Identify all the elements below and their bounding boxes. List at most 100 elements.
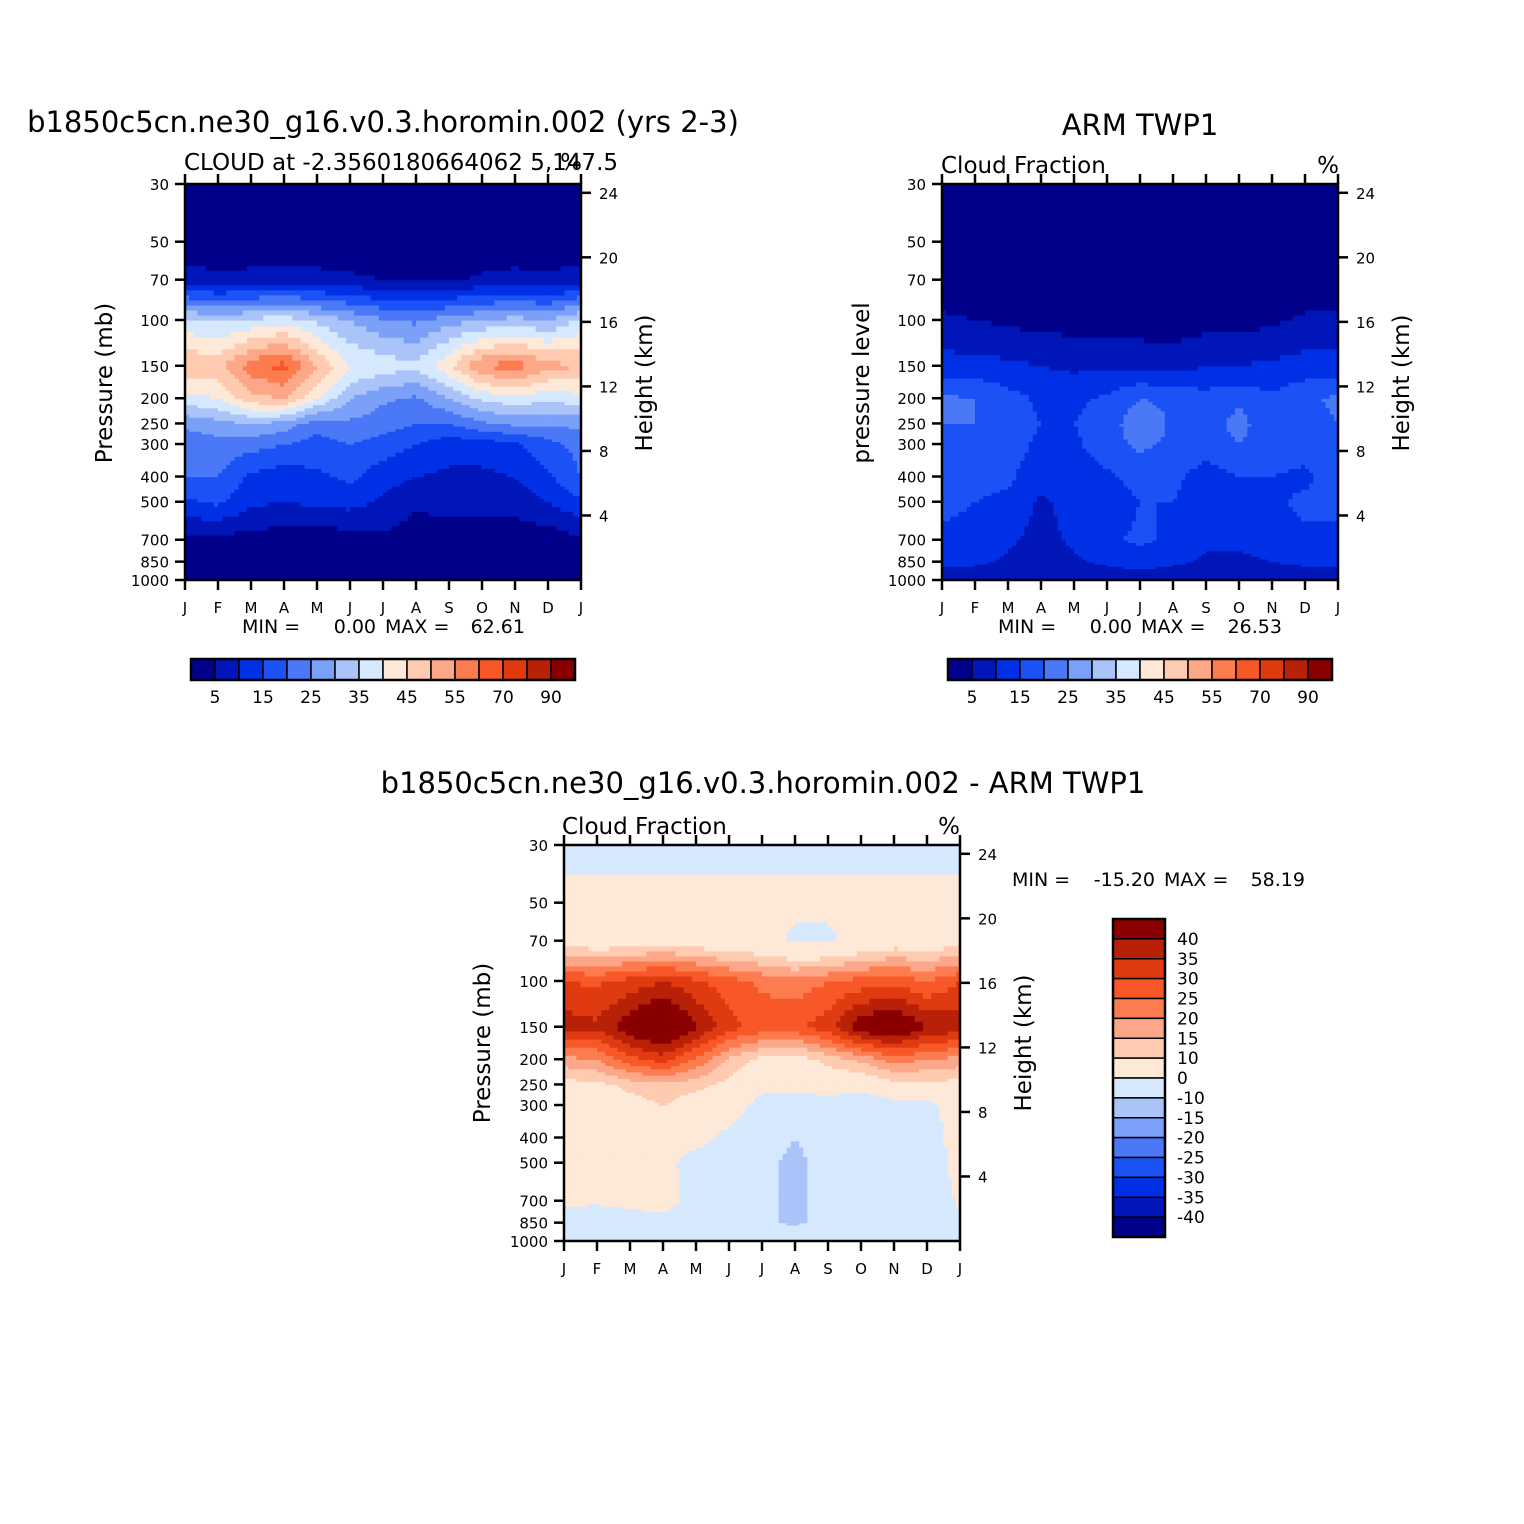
heatmap-cell (465, 479, 471, 484)
heatmap-cell (296, 448, 302, 453)
heatmap-cell (333, 547, 339, 552)
heatmap-cell (255, 456, 260, 461)
heatmap-cell (337, 492, 343, 497)
heatmap-cell (374, 441, 380, 445)
heatmap-cell (498, 472, 504, 478)
heatmap-cell (296, 547, 302, 552)
heatmap-cell (576, 426, 582, 430)
heatmap-cell (345, 482, 351, 487)
heatmap-cell (502, 489, 508, 493)
heatmap-cell (251, 553, 256, 557)
heatmap-cell (560, 476, 566, 481)
heatmap-cell (486, 498, 491, 503)
heatmap-cell (494, 468, 500, 474)
heatmap-cell (337, 525, 343, 531)
heatmap-cell (535, 530, 541, 536)
heatmap-cell (576, 438, 582, 443)
heatmap-cell (242, 556, 248, 560)
heatmap-cell (473, 573, 479, 577)
heatmap-cell (440, 566, 446, 570)
heatmap-cell (259, 476, 264, 481)
heatmap-cell (453, 426, 458, 430)
heatmap-cell (284, 482, 289, 487)
heatmap-cell (230, 444, 236, 449)
heatmap-cell (304, 438, 310, 443)
heatmap-cell (473, 460, 479, 465)
heatmap-cell (230, 456, 236, 461)
heatmap-cell (399, 489, 405, 493)
heatmap-cell (399, 448, 405, 453)
heatmap-cell (321, 410, 326, 415)
heatmap-cell (391, 501, 396, 508)
heatmap-cell (296, 482, 302, 487)
heatmap-cell (436, 501, 442, 508)
heatmap-cell (560, 553, 566, 557)
heatmap-cell (288, 468, 293, 474)
heatmap-cell (337, 431, 343, 435)
heatmap-cell (193, 556, 198, 560)
heatmap-cell (506, 525, 512, 531)
heatmap-cell (440, 482, 446, 487)
heatmap-cell (407, 566, 413, 570)
heatmap-cell (383, 489, 388, 493)
heatmap-cell (251, 534, 256, 541)
heatmap-cell (444, 482, 450, 487)
heatmap-cell (523, 479, 528, 484)
heatmap-cell (461, 534, 467, 541)
heatmap-cell (387, 558, 392, 563)
heatmap-cell (201, 542, 207, 546)
heatmap-cell (411, 520, 417, 527)
heatmap-cell (444, 464, 450, 469)
heatmap-cell (490, 456, 495, 461)
heatmap-cell (333, 426, 339, 430)
heatmap-cell (255, 573, 260, 577)
heatmap-cell (395, 428, 401, 432)
heatmap-cell (304, 460, 310, 465)
heatmap-cell (222, 441, 227, 445)
heatmap-cell (238, 489, 244, 493)
heatmap-cell (535, 436, 541, 440)
heatmap-cell (350, 489, 355, 493)
heatmap-cell (213, 561, 219, 565)
heatmap-cell (498, 563, 504, 567)
heatmap-cell (185, 573, 190, 577)
heatmap-cell (238, 515, 244, 522)
heatmap-cell (300, 431, 306, 435)
heatmap-cell (576, 448, 582, 453)
heatmap-cell (403, 534, 409, 541)
heatmap-cell (209, 570, 215, 574)
heatmap-cell (279, 479, 285, 484)
heatmap-cell (333, 476, 339, 481)
heatmap-cell (486, 436, 491, 440)
heatmap-cell (543, 489, 549, 493)
heatmap-cell (407, 479, 413, 484)
heatmap-cell (259, 530, 264, 536)
heatmap-cell (341, 460, 347, 465)
heatmap-cell (424, 464, 429, 469)
heatmap-cell (213, 492, 219, 497)
heatmap-cell (560, 468, 566, 474)
heatmap-cell (259, 398, 264, 402)
heatmap-cell (292, 448, 297, 453)
heatmap-cell (490, 498, 495, 503)
heatmap-cell (226, 407, 231, 412)
heatmap-cell (391, 468, 396, 474)
heatmap-cell (461, 489, 467, 493)
heatmap-cell (486, 460, 491, 465)
heatmap-cell (461, 550, 467, 555)
heatmap-cell (284, 460, 289, 465)
heatmap-cell (312, 573, 318, 577)
heatmap-cell (234, 464, 240, 469)
heatmap-cell (362, 482, 368, 487)
heatmap-cell (515, 547, 520, 552)
heatmap-cell (457, 547, 462, 552)
heatmap-cell (275, 417, 281, 421)
heatmap-cell (391, 482, 396, 487)
heatmap-cell (275, 436, 281, 440)
heatmap-cell (209, 433, 215, 437)
heatmap-cell (271, 515, 277, 522)
heatmap-cell (548, 542, 553, 546)
heatmap-cell (531, 448, 537, 453)
heatmap-cell (457, 511, 462, 517)
heatmap-cell (449, 534, 454, 541)
